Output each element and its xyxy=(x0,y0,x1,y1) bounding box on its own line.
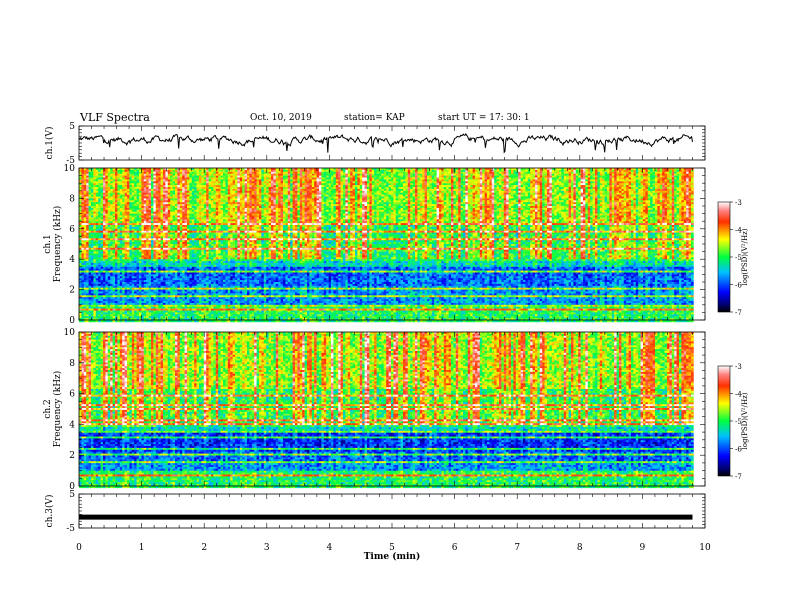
y-tick-label: 10 xyxy=(64,328,76,338)
colorbar-tick-label: -7 xyxy=(735,309,742,317)
y-tick-label: 5 xyxy=(69,490,75,500)
channel-label: ch.1 xyxy=(43,234,53,253)
start-time-label: start UT = 17: 30: 1 xyxy=(438,113,530,123)
y-tick-label: 2 xyxy=(69,286,75,296)
y-tick-label: 5 xyxy=(69,122,75,132)
spectrogram-image xyxy=(79,168,694,322)
frequency-axis-label: Frequency (kHz) xyxy=(52,371,63,448)
figure-title: VLF Spectra xyxy=(80,111,150,124)
y-tick-label: 0 xyxy=(69,316,75,326)
x-tick-label: 9 xyxy=(640,543,646,553)
panel-frame xyxy=(79,494,705,528)
ch2-colorbar: -3-4-5-6-7 log(PSD)(V²/Hz) xyxy=(718,363,749,481)
colorbar-tick-label: -7 xyxy=(735,473,742,481)
ch1-colorbar-label: log(PSD)(V²/Hz) xyxy=(741,228,749,285)
colorbar-tick-label: -3 xyxy=(735,199,742,207)
y-tick-label: 10 xyxy=(64,164,76,174)
voltage-axis-label: ch.3(V) xyxy=(44,495,55,528)
x-tick-label: 3 xyxy=(264,543,270,553)
y-tick-label: 8 xyxy=(69,359,75,369)
ch1-colorbar: -3-4-5-6-7 log(PSD)(V²/Hz) xyxy=(718,199,749,317)
ch1-waveform-line xyxy=(79,134,693,153)
date-label: Oct. 10, 2019 xyxy=(250,113,312,123)
y-tick-label: 6 xyxy=(69,225,75,235)
ch2-colorbar-scale xyxy=(718,366,730,476)
x-tick-label: 7 xyxy=(514,543,520,553)
y-tick-label: -5 xyxy=(66,524,75,534)
x-tick-label: 2 xyxy=(201,543,207,553)
ch3-waveform-panel: -5 5 ch.3(V) xyxy=(44,490,705,534)
x-tick-label: 10 xyxy=(699,543,711,553)
x-tick-label: 1 xyxy=(139,543,145,553)
y-tick-label: 4 xyxy=(69,420,75,430)
frequency-axis-label: Frequency (kHz) xyxy=(52,206,63,283)
ch1-spectrogram-panel: 0 2 4 6 8 10 ch.1 Frequency (kHz) xyxy=(43,164,705,326)
ch1-colorbar-scale xyxy=(718,202,730,312)
ch3-waveform-line xyxy=(79,515,692,520)
y-tick-label: 6 xyxy=(69,390,75,400)
vlf-figure: -55ch.1(V) 0246810ch.1 Frequency (kHz) 02… xyxy=(0,0,792,612)
channel-label: ch.2 xyxy=(43,399,53,418)
y-tick-label: 2 xyxy=(69,451,75,461)
x-tick-label: 0 xyxy=(76,543,82,553)
y-tick-label: 4 xyxy=(69,255,75,265)
x-tick-label: 6 xyxy=(452,543,458,553)
voltage-axis-label: ch.1(V) xyxy=(44,127,55,160)
y-tick-label: 8 xyxy=(69,194,75,204)
x-tick-label: 8 xyxy=(577,543,583,553)
colorbar-tick-label: -3 xyxy=(735,363,742,371)
station-label: station= KAP xyxy=(344,113,405,123)
spectrogram-image xyxy=(79,332,694,488)
time-axis-label: Time (min) xyxy=(364,551,421,562)
x-tick-label: 4 xyxy=(327,543,333,553)
ch2-colorbar-label: log(PSD)(V²/Hz) xyxy=(741,392,749,449)
